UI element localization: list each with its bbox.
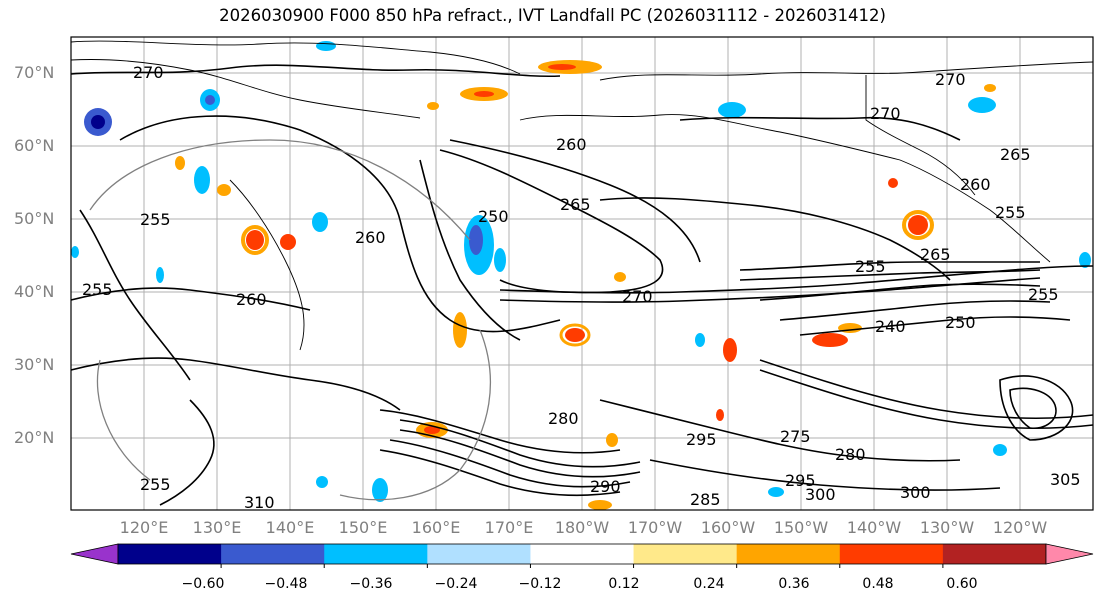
colorbar-cell <box>942 544 1047 564</box>
contour-label: 290 <box>590 477 621 496</box>
colorbar-tick-label: 0.12 <box>608 576 640 592</box>
latitude-label: 30°N <box>14 355 55 374</box>
contour-label: 255 <box>140 475 171 494</box>
contour-label: 275 <box>780 427 811 446</box>
colorbar-cell <box>427 544 531 564</box>
contour-label: 250 <box>478 207 509 226</box>
colorbar-tick-label: 0.60 <box>946 576 978 592</box>
contour-label: 310 <box>244 493 275 512</box>
longitude-label: 130°E <box>192 518 242 537</box>
longitude-label: 140°E <box>265 518 315 537</box>
colorbar-min-extension <box>70 543 119 565</box>
contour-label: 265 <box>1000 145 1031 164</box>
contour-label: 295 <box>785 471 816 490</box>
map-title: 2026030900 F000 850 hPa refract., IVT La… <box>219 6 886 25</box>
colorbar-cell <box>736 544 841 564</box>
colorbar-cell <box>839 544 944 564</box>
contour-label: 250 <box>945 313 976 332</box>
latitude-label: 50°N <box>14 209 55 228</box>
coastlines <box>70 40 1094 351</box>
colorbar-cell <box>118 544 222 564</box>
longitude-label: 120°W <box>992 518 1048 537</box>
colorbar-tick-label: −0.48 <box>264 576 308 592</box>
colorbar-tick-label: 0.24 <box>693 576 725 592</box>
longitude-label: 160°E <box>411 518 461 537</box>
contour-lines <box>70 64 1094 506</box>
contour-label: 260 <box>355 228 386 247</box>
contour-label: 255 <box>995 203 1026 222</box>
contour-label: 280 <box>835 445 866 464</box>
longitude-label: 140°W <box>846 518 902 537</box>
contour-label: 260 <box>556 135 587 154</box>
contour-label: 255 <box>1028 285 1059 304</box>
contour-label: 285 <box>690 490 721 509</box>
contour-label: 300 <box>900 483 931 502</box>
colorbar-tick-label: 0.36 <box>778 576 810 592</box>
colorbar-cell <box>633 544 738 564</box>
longitude-label: 170°W <box>627 518 683 537</box>
latitude-label: 40°N <box>14 282 55 301</box>
longitude-label: 150°W <box>773 518 829 537</box>
contour-label-group: 270 270 270 260 265 260 255 255 265 260 … <box>82 63 1081 512</box>
colorbar-tick-label: −0.12 <box>518 576 562 592</box>
colorbar-tick-label: 0.48 <box>862 576 894 592</box>
contour-label: 265 <box>560 195 591 214</box>
colorbar-tick-label: −0.60 <box>181 576 225 592</box>
colorbar-cell <box>221 544 325 564</box>
contour-label: 260 <box>960 175 991 194</box>
contour-label: 270 <box>870 104 901 123</box>
colorbar-max-extension <box>1045 543 1094 565</box>
contour-label: 270 <box>133 63 164 82</box>
contour-label: 295 <box>686 430 717 449</box>
reference-arcs <box>89 139 491 501</box>
colorbar-cell <box>324 544 428 564</box>
shaded-anomalies <box>71 41 1091 510</box>
longitude-label: 130°W <box>919 518 975 537</box>
colorbar-tick-label: −0.24 <box>434 576 478 592</box>
colorbar-tick-label: −0.36 <box>349 576 393 592</box>
contour-label: 255 <box>855 257 886 276</box>
longitude-label: 120°E <box>119 518 169 537</box>
colorbar-cell <box>530 544 635 564</box>
contour-label: 240 <box>875 317 906 336</box>
longitude-label: 170°E <box>484 518 534 537</box>
contour-label: 305 <box>1050 470 1081 489</box>
contour-label: 300 <box>805 485 836 504</box>
contour-label: 270 <box>935 70 966 89</box>
contour-label: 280 <box>548 409 579 428</box>
longitude-label: 160°W <box>700 518 756 537</box>
contour-label: 260 <box>236 290 267 309</box>
latitude-label: 70°N <box>14 63 55 82</box>
colorbar <box>70 543 1094 568</box>
latitude-label: 60°N <box>14 136 55 155</box>
contour-label: 270 <box>622 287 653 306</box>
longitude-label: 150°E <box>338 518 388 537</box>
contour-label: 255 <box>82 280 113 299</box>
latitude-label: 20°N <box>14 428 55 447</box>
longitude-label: 180°W <box>554 518 610 537</box>
contour-label: 265 <box>920 245 951 264</box>
map-frame <box>70 36 1094 511</box>
contour-label: 255 <box>140 210 171 229</box>
